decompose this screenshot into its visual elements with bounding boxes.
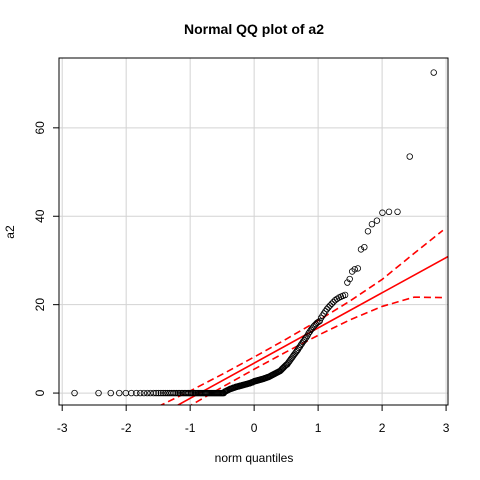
point [140,389,148,397]
point [326,302,334,309]
point [373,217,381,224]
x-tick-label: 2 [379,421,386,435]
point [155,389,162,397]
y-tick-label: 20 [33,298,47,312]
x-tick-label: -3 [57,421,68,435]
point [116,389,123,397]
point [325,304,332,311]
point [361,243,368,251]
point [107,389,114,397]
point [351,266,358,273]
point [406,153,413,160]
point [150,389,157,397]
point [328,300,335,307]
y-tick-label: 0 [33,389,47,396]
point [133,389,140,397]
point [157,389,165,397]
point [379,209,386,216]
point [394,208,401,216]
reference-line [176,255,448,405]
point [354,265,362,272]
x-axis-label: norm quantiles [215,451,294,465]
point [174,389,182,397]
point [95,389,102,397]
x-tick-label: 1 [315,421,322,435]
point [71,389,78,397]
point [346,275,353,283]
point [169,389,177,397]
point [128,389,135,397]
point [357,246,365,253]
point [333,295,341,303]
plot-frame [58,57,449,406]
point [430,69,437,76]
point [159,389,167,397]
points [71,69,437,397]
confidence-band [189,296,443,405]
point [341,291,349,299]
confidence-band [159,229,444,405]
chart-title: Normal QQ plot of a2 [184,21,324,37]
point [173,389,180,397]
point [316,317,323,325]
y-axis-label: a2 [3,225,17,239]
point [385,208,393,216]
y-tick-label: 40 [33,209,47,223]
point [137,389,144,397]
point [368,221,376,228]
lines [159,229,448,405]
point [323,305,331,313]
x-tick-label: 3 [443,421,450,435]
point [152,389,160,397]
grid: -3 -2 -1 0 1 2 3 0 20 40 60 [33,58,450,435]
point [144,389,151,397]
x-tick-label: -2 [121,421,132,435]
x-tick-label: 0 [251,421,258,435]
x-tick-label: -1 [185,421,196,435]
point [364,228,372,235]
point [171,389,179,397]
y-tick-label: 60 [33,121,47,135]
